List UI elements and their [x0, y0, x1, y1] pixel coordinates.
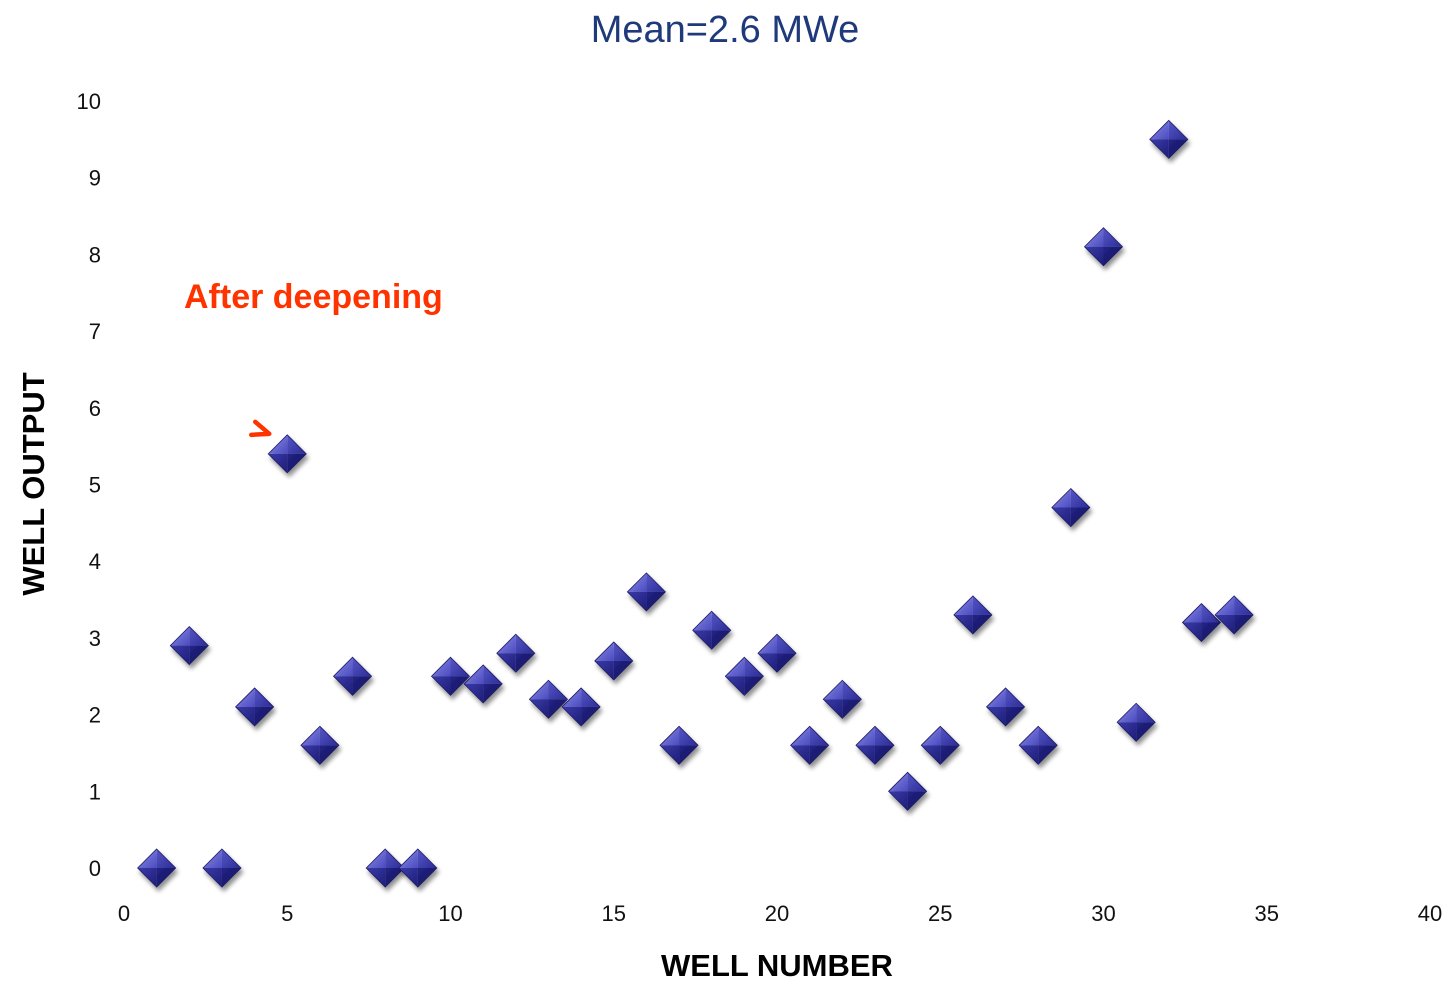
- y-tick-label: 6: [89, 396, 101, 421]
- data-point: [1083, 227, 1124, 267]
- data-point: [953, 595, 993, 635]
- y-tick-label: 10: [77, 89, 101, 114]
- data-point: [332, 656, 373, 696]
- data-point: [790, 725, 830, 765]
- data-point: [920, 725, 960, 765]
- data-point: [594, 641, 634, 681]
- data-point: [267, 434, 307, 474]
- data-point: [300, 725, 340, 765]
- x-tick-label: 5: [281, 901, 293, 926]
- data-point: [1214, 595, 1254, 635]
- data-points: [137, 119, 1254, 888]
- x-axis-ticks: 0 5 10 15 20 25 30 35 40: [118, 901, 1442, 926]
- y-tick-label: 8: [89, 242, 101, 267]
- data-point: [430, 656, 471, 696]
- y-tick-label: 2: [89, 703, 101, 728]
- data-point: [528, 679, 569, 719]
- data-point: [822, 679, 862, 719]
- y-tick-label: 1: [89, 779, 101, 804]
- x-tick-label: 10: [438, 901, 462, 926]
- annotation-text: After deepening: [184, 278, 443, 316]
- x-axis-label: WELL NUMBER: [661, 948, 893, 983]
- x-tick-label: 40: [1418, 901, 1442, 926]
- data-point: [757, 633, 797, 673]
- data-point: [463, 664, 503, 704]
- y-tick-label: 9: [89, 166, 101, 191]
- data-point: [1018, 725, 1058, 765]
- data-point: [724, 656, 764, 696]
- annotation-layer: After deepening: [184, 278, 443, 438]
- x-tick-label: 15: [602, 901, 626, 926]
- data-point: [202, 848, 242, 888]
- y-tick-label: 4: [89, 549, 101, 574]
- y-tick-label: 5: [89, 473, 101, 498]
- data-point: [855, 725, 895, 765]
- data-point: [888, 771, 928, 811]
- data-point: [137, 848, 177, 888]
- data-point: [1149, 119, 1189, 159]
- x-tick-label: 30: [1091, 901, 1115, 926]
- data-point: [1181, 602, 1222, 643]
- y-axis-ticks: 0 1 2 3 4 5 6 7 8 9 10: [77, 89, 101, 881]
- y-tick-label: 3: [89, 626, 101, 651]
- x-tick-label: 25: [928, 901, 952, 926]
- data-point: [659, 725, 699, 765]
- data-point: [235, 687, 275, 727]
- data-point: [1116, 702, 1156, 742]
- data-point: [561, 687, 601, 727]
- annotation-arrow: [249, 419, 272, 438]
- x-tick-label: 20: [765, 901, 789, 926]
- chart-title: Mean=2.6 MWe: [591, 9, 860, 51]
- y-tick-label: 0: [89, 856, 101, 881]
- data-point: [169, 626, 209, 666]
- data-point: [398, 848, 438, 888]
- data-point: [1051, 487, 1091, 528]
- data-point: [496, 633, 536, 673]
- data-point: [626, 572, 666, 612]
- x-tick-label: 35: [1255, 901, 1279, 926]
- data-point: [985, 687, 1026, 727]
- y-tick-label: 7: [89, 319, 101, 344]
- data-point: [692, 610, 732, 650]
- data-point: [365, 848, 405, 888]
- y-axis-label: WELL OUTPUT: [16, 372, 51, 595]
- x-tick-label: 0: [118, 901, 130, 926]
